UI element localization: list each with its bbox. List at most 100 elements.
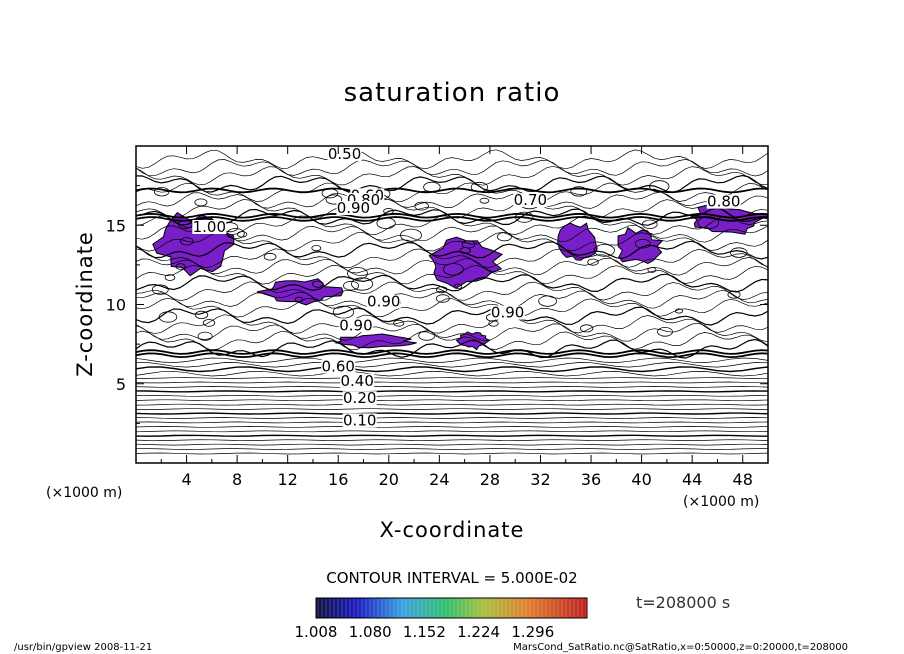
contour-line [136, 386, 768, 388]
contour-line [136, 297, 768, 318]
footer-right: MarsCond_SatRatio.nc@SatRatio,x=0:50000,… [513, 642, 848, 653]
contour-line [136, 403, 768, 406]
contour-label: 0.90 [491, 304, 524, 322]
contour-loop [435, 294, 450, 303]
contour-line [136, 357, 768, 363]
x-tick-label: 20 [379, 470, 399, 489]
contour-line [136, 182, 768, 203]
contour-loop [570, 186, 588, 197]
contour-line [136, 443, 768, 446]
contour-line [136, 338, 768, 359]
contour-loop [151, 284, 169, 295]
contour-loop [236, 231, 248, 238]
contour-label: 0.80 [707, 193, 740, 211]
contour-labels: 0.500.600.800.900.700.801.000.900.900.90… [192, 145, 741, 429]
contour-line [136, 149, 768, 170]
contour-line [136, 212, 768, 219]
contour-label: 0.90 [367, 293, 400, 311]
supersaturated-region [428, 236, 504, 289]
contour-line [136, 240, 768, 260]
x-tick-label: 36 [581, 470, 601, 489]
contour-loop [649, 180, 670, 193]
contour-loop [325, 194, 343, 205]
contour-line [136, 248, 768, 268]
contour-loop [294, 296, 304, 303]
contour-loop [593, 244, 615, 257]
contour-line [136, 381, 768, 384]
contour-loop [579, 324, 594, 333]
time-label: t=208000 s [636, 593, 730, 612]
x-tick-label: 4 [181, 470, 191, 489]
y-tick-label: 15 [106, 216, 126, 235]
contour-line [136, 330, 768, 351]
contour-loop [194, 198, 208, 207]
contour-label: 0.40 [340, 372, 373, 390]
contour-loop [730, 247, 748, 258]
contour-loop [321, 188, 339, 199]
contour-line [136, 430, 768, 433]
x-tick-label: 48 [733, 470, 753, 489]
colorbar-tick-label: 1.080 [349, 623, 392, 641]
colorbar-tick-label: 1.296 [511, 623, 554, 641]
contour-loop [312, 280, 324, 288]
contour-loop [332, 305, 354, 319]
contour-loop [697, 216, 720, 230]
contour-line [136, 362, 768, 368]
contour-line [136, 390, 768, 393]
contour-line [136, 289, 768, 309]
x-tick-label: 12 [278, 470, 298, 489]
contour-line [136, 232, 768, 252]
contour-line [136, 199, 768, 219]
contour-interval-text: CONTOUR INTERVAL = 5.000E-02 [326, 569, 577, 587]
contour-line [136, 314, 768, 335]
contour-loop [587, 258, 599, 266]
contour-line [136, 174, 768, 193]
contour-label-bg [490, 305, 525, 320]
contour-loop [515, 211, 534, 223]
contour-line [136, 434, 768, 437]
contour-line [136, 439, 768, 441]
contour-line [136, 216, 768, 222]
contour-loop [675, 308, 684, 314]
contour-loop [423, 181, 441, 193]
contour-loop [479, 197, 490, 204]
contour-label: 0.50 [328, 145, 361, 163]
y-tick-label: 10 [106, 296, 126, 315]
contour-loop [418, 330, 436, 341]
colorbar-tick-label: 1.152 [403, 623, 446, 641]
contour-loop [197, 331, 213, 341]
contour-label-bg [192, 220, 227, 235]
contour-loop [488, 320, 499, 327]
contour-loop [180, 237, 194, 246]
contour-line [136, 394, 768, 397]
x-axis-ticks: 4 8 12 16 20 24 28 32 36 40 44 48 [160, 146, 753, 489]
contour-line [136, 281, 768, 302]
contour-label: 0.90 [339, 316, 372, 334]
contour-line [136, 306, 768, 326]
contour-loop [351, 277, 374, 291]
contour-label-bg [327, 147, 362, 162]
contour-lines [136, 149, 768, 455]
contour-line [136, 159, 768, 177]
contour-loop [657, 326, 673, 337]
y-axis-ticks: 5 10 15 [106, 185, 768, 424]
contour-loop [311, 245, 322, 252]
contour-line [136, 399, 768, 402]
contour-loop [496, 232, 512, 242]
contour-loop [470, 181, 488, 193]
contour-label-bg [342, 391, 377, 406]
contour-loop [442, 263, 464, 276]
contour-loop [175, 263, 186, 270]
contour-line [136, 224, 768, 243]
contour-line [136, 322, 768, 343]
contour-loop [393, 319, 405, 327]
contour-loop [453, 283, 463, 289]
contour-line [136, 273, 768, 293]
plot-frame [135, 145, 769, 464]
contour-label: 0.10 [343, 411, 376, 429]
contour-label-bg [340, 373, 375, 388]
contour-loop [727, 290, 741, 299]
colorbar: 1.008 1.080 1.152 1.224 1.296 [295, 597, 588, 641]
contour-loop [414, 201, 429, 211]
contour-loop [226, 228, 245, 240]
